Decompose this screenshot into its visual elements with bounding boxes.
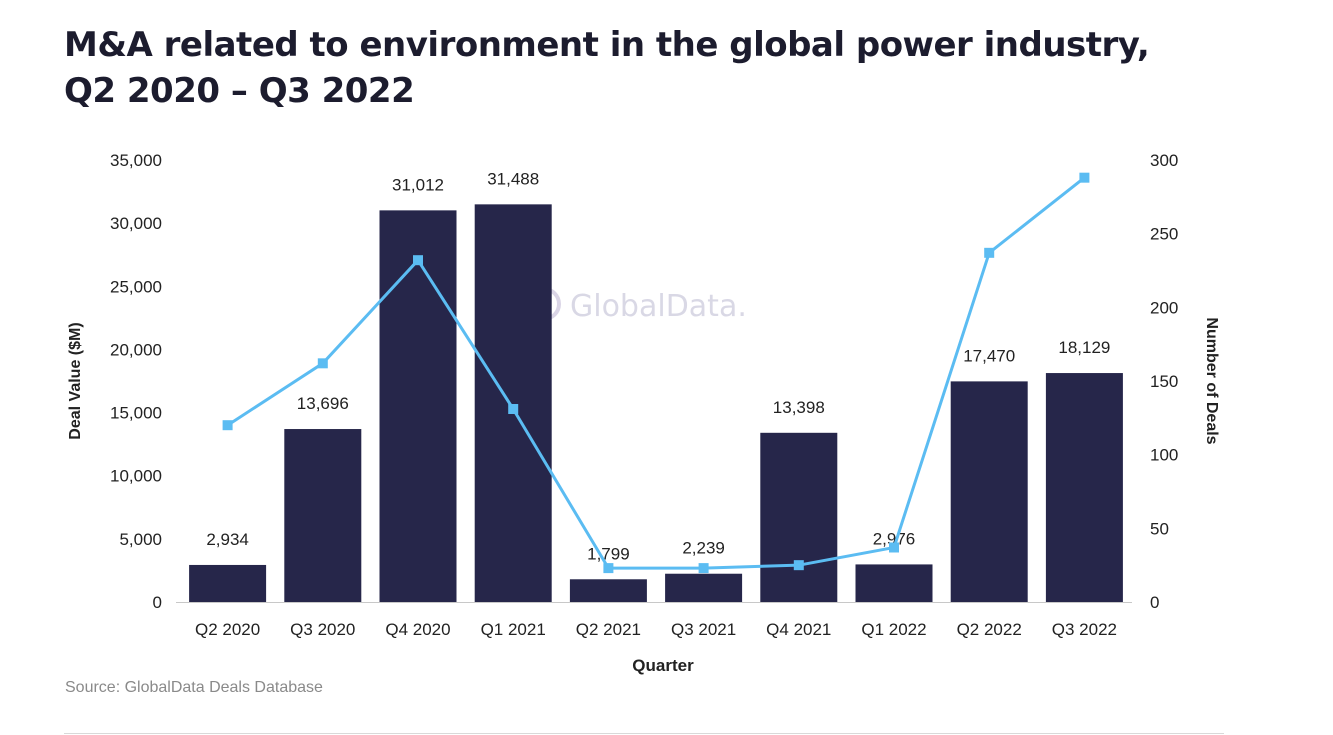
x-tick-label: Q3 2021 [671, 620, 736, 639]
bar-value-label: 1,799 [587, 544, 630, 563]
y-right-tick-label: 100 [1150, 446, 1178, 465]
deals-count-marker[interactable] [698, 563, 709, 574]
bar-value-label: 2,976 [873, 529, 916, 548]
y-left-tick-label: 10,000 [110, 467, 162, 486]
deals-count-marker[interactable] [508, 403, 519, 414]
y-right-tick-label: 300 [1150, 151, 1178, 170]
deals-count-marker[interactable] [222, 420, 233, 431]
x-tick-label: Q1 2022 [861, 620, 926, 639]
y-left-tick-label: 0 [153, 593, 162, 612]
deals-count-marker[interactable] [889, 542, 899, 553]
bar-value-label: 17,470 [963, 346, 1015, 365]
deals-count-marker[interactable] [317, 358, 328, 369]
x-tick-label: Q1 2021 [481, 620, 546, 639]
y-left-axis-title: Deal Value ($M) [67, 322, 84, 439]
deals-count-marker[interactable] [603, 563, 614, 574]
chart-title-line-2: Q2 2020 – Q3 2022 [64, 71, 415, 111]
bar-value-label: 2,934 [206, 530, 249, 549]
y-left-tick-label: 20,000 [110, 340, 162, 359]
deals-count-marker[interactable] [793, 560, 804, 571]
y-right-tick-label: 250 [1150, 225, 1178, 244]
chart-title-line-1: M&A related to environment in the global… [64, 25, 1150, 65]
deals-count-marker[interactable] [413, 255, 423, 266]
bar-q3-2021[interactable] [665, 573, 743, 602]
bar-q2-2020[interactable] [189, 564, 267, 602]
bar-value-label: 13,398 [773, 398, 825, 417]
y-left-tick-label: 25,000 [110, 277, 162, 296]
x-tick-label: Q2 2020 [195, 620, 260, 639]
y-left-tick-label: 30,000 [110, 214, 162, 233]
bar-q4-2021[interactable] [760, 432, 838, 602]
bar-q4-2020[interactable] [379, 210, 457, 603]
bar-value-label: 13,696 [297, 394, 349, 413]
x-tick-label: Q4 2020 [385, 620, 450, 639]
x-tick-label: Q4 2021 [766, 620, 831, 639]
bar-value-label: 2,239 [682, 539, 725, 558]
bar-q3-2020[interactable] [284, 429, 362, 602]
y-left-tick-label: 15,000 [110, 404, 162, 423]
watermark-text: GlobalData. [570, 289, 747, 324]
x-tick-label: Q3 2020 [290, 620, 355, 639]
y-left-tick-label: 5,000 [119, 530, 162, 549]
x-tick-label: Q2 2021 [576, 620, 641, 639]
bar-value-label: 18,129 [1058, 338, 1110, 357]
bar-q2-2022[interactable] [950, 381, 1028, 602]
x-tick-label: Q2 2022 [957, 620, 1022, 639]
y-right-axis-title: Number of Deals [1203, 317, 1220, 444]
deals-count-marker[interactable] [984, 247, 995, 258]
deals-count-line [226, 176, 1086, 570]
bottom-divider [64, 733, 1224, 734]
y-right-tick-label: 0 [1150, 593, 1159, 612]
bar-q1-2022[interactable] [855, 564, 933, 602]
bar-value-label: 31,012 [392, 175, 444, 194]
bar-q3-2022[interactable] [1045, 373, 1123, 602]
x-tick-label: Q3 2022 [1052, 620, 1117, 639]
y-left-tick-label: 35,000 [110, 151, 162, 170]
y-right-tick-label: 50 [1150, 519, 1169, 538]
bar-q1-2021[interactable] [474, 204, 552, 602]
y-right-tick-label: 200 [1150, 298, 1178, 317]
source-note: Source: GlobalData Deals Database [65, 679, 323, 696]
bar-q2-2021[interactable] [569, 579, 647, 602]
x-axis-title: Quarter [632, 656, 694, 675]
bar-value-label: 31,488 [487, 169, 539, 188]
deals-count-marker[interactable] [1079, 172, 1090, 183]
chart-title: M&A related to environment in the global… [64, 22, 1244, 114]
y-right-tick-label: 150 [1150, 372, 1178, 391]
watermark-logo: GlobalData. [527, 287, 747, 324]
